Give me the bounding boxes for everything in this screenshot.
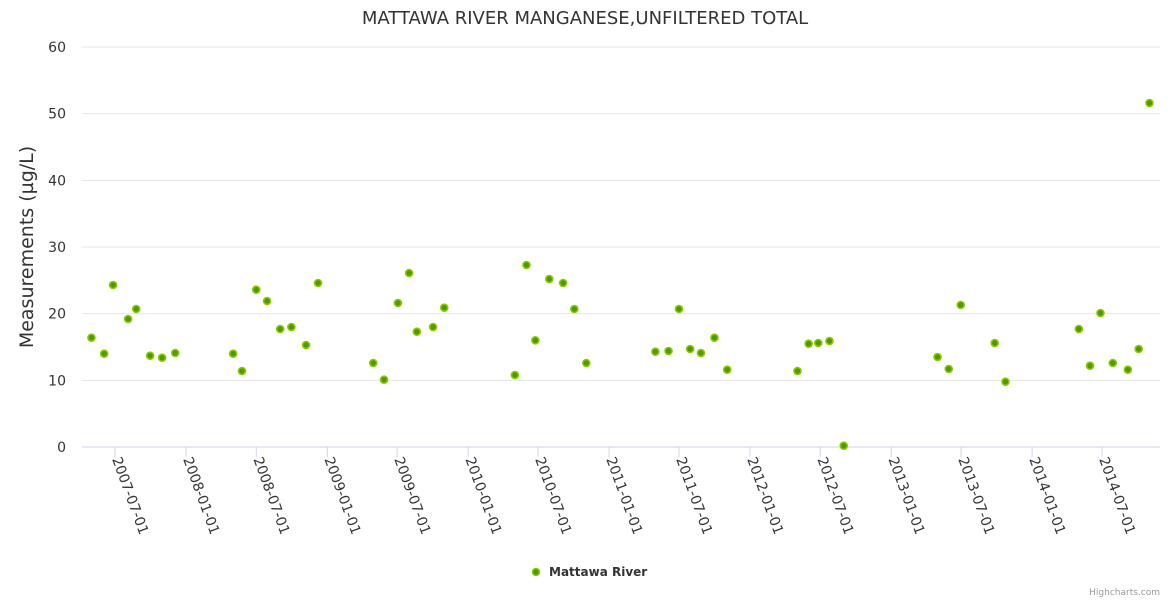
y-tick-label: 60 (48, 40, 66, 56)
data-point[interactable] (228, 349, 238, 358)
data-point[interactable] (439, 303, 449, 312)
data-point[interactable] (108, 280, 118, 290)
x-tick-label: 2009-01-01 (321, 455, 364, 537)
data-point[interactable] (544, 274, 554, 284)
x-tick-label: 2013-07-01 (954, 455, 997, 537)
x-tick-label: 2008-01-01 (179, 455, 222, 537)
y-tick-label: 0 (57, 440, 66, 456)
data-point[interactable] (379, 375, 389, 384)
x-tick-label: 2011-07-01 (672, 455, 715, 537)
legend-item[interactable]: Mattawa River (531, 565, 648, 579)
y-tick-label: 50 (48, 107, 66, 123)
data-point[interactable] (99, 349, 109, 358)
data-point[interactable] (990, 338, 999, 348)
data-point[interactable] (674, 304, 684, 314)
data-point[interactable] (582, 358, 591, 368)
data-point[interactable] (570, 304, 579, 314)
data-point[interactable] (1096, 308, 1105, 318)
x-tick-label: 2009-07-01 (390, 455, 433, 537)
data-point[interactable] (839, 441, 849, 450)
data-point[interactable] (412, 327, 422, 336)
data-point[interactable] (131, 304, 141, 314)
data-point[interactable] (157, 353, 167, 362)
y-tick-label: 20 (48, 307, 66, 323)
data-point[interactable] (933, 352, 942, 362)
data-point[interactable] (685, 344, 695, 354)
data-point[interactable] (1001, 377, 1010, 386)
data-point[interactable] (651, 347, 660, 356)
data-point[interactable] (522, 260, 531, 270)
credits-link[interactable]: Highcharts.com (1089, 588, 1160, 598)
data-point[interactable] (393, 298, 403, 308)
y-axis-label: Measurements (µg/L) (16, 146, 38, 348)
data-point[interactable] (825, 336, 834, 346)
x-tick-label: 2010-07-01 (531, 455, 574, 537)
data-point[interactable] (262, 296, 272, 306)
data-point[interactable] (722, 365, 732, 374)
x-tick-label: 2014-07-01 (1095, 455, 1138, 537)
data-point[interactable] (944, 364, 954, 374)
data-point[interactable] (123, 314, 133, 324)
data-point[interactable] (87, 333, 96, 342)
x-tick-label: 2007-07-01 (108, 455, 151, 537)
x-tick-label: 2012-01-01 (743, 455, 786, 537)
data-point[interactable] (558, 278, 568, 288)
data-point[interactable] (301, 340, 311, 350)
data-point[interactable] (145, 351, 155, 360)
data-point[interactable] (1085, 361, 1095, 370)
data-point[interactable] (251, 285, 261, 294)
y-tick-label: 10 (48, 373, 66, 389)
x-tick-label: 2013-01-01 (884, 455, 927, 537)
x-tick-label: 2010-01-01 (461, 455, 504, 537)
x-tick-label: 2012-07-01 (813, 455, 856, 537)
data-point[interactable] (275, 324, 285, 334)
data-point[interactable] (804, 339, 813, 348)
x-tick-label: 2008-07-01 (250, 455, 293, 537)
data-point[interactable] (404, 268, 414, 278)
data-point[interactable] (237, 366, 247, 376)
data-point[interactable] (1134, 344, 1143, 354)
y-tick-label: 30 (48, 240, 66, 256)
data-point[interactable] (428, 322, 438, 332)
data-point[interactable] (368, 358, 378, 368)
data-point[interactable] (664, 346, 673, 356)
data-point[interactable] (1108, 358, 1118, 368)
data-point[interactable] (813, 338, 823, 348)
data-point[interactable] (710, 333, 719, 342)
legend-marker (531, 567, 541, 577)
data-point[interactable] (313, 278, 323, 288)
data-point[interactable] (1074, 324, 1084, 334)
data-point[interactable] (1123, 365, 1133, 374)
chart-title: MATTAWA RIVER MANGANESE,UNFILTERED TOTAL (362, 8, 808, 29)
y-tick-label: 40 (48, 173, 66, 189)
x-tick-label: 2011-01-01 (602, 455, 645, 537)
data-point[interactable] (696, 348, 706, 358)
data-point[interactable] (510, 370, 520, 380)
data-point[interactable] (956, 300, 966, 310)
data-point[interactable] (170, 348, 180, 358)
data-point[interactable] (287, 322, 296, 332)
data-point[interactable] (531, 336, 540, 345)
legend-label: Mattawa River (549, 565, 647, 579)
x-tick-label: 2014-01-01 (1025, 455, 1068, 537)
data-point[interactable] (793, 366, 802, 376)
data-point[interactable] (1145, 98, 1154, 108)
